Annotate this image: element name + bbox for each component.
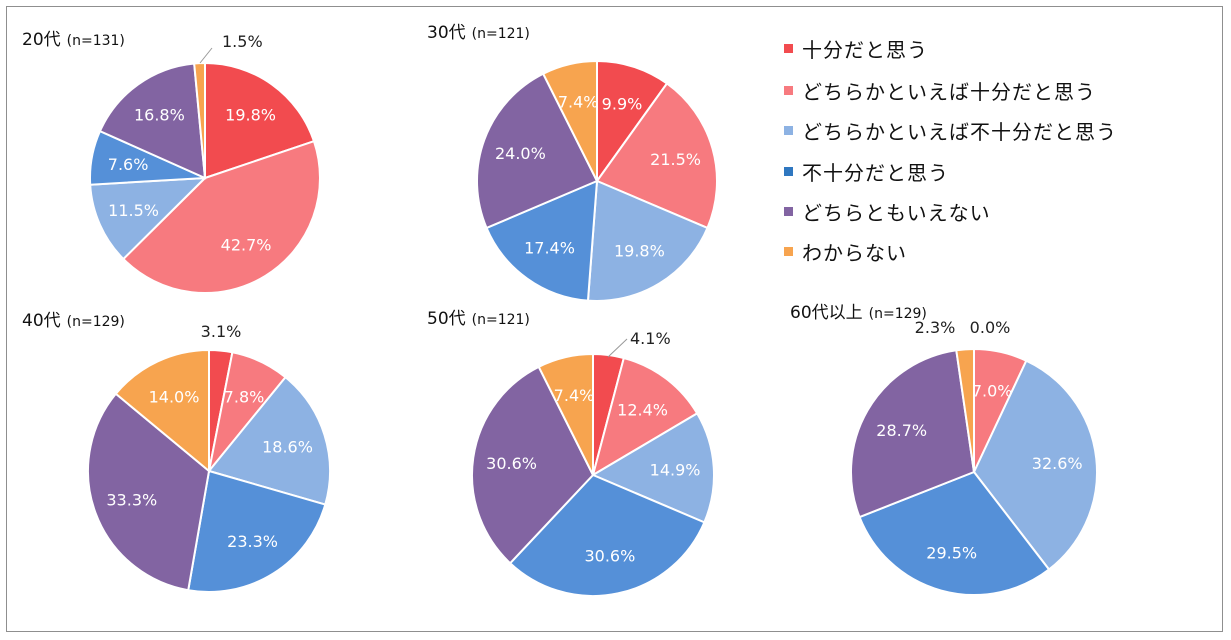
pie-data-label: 17.4% [524, 238, 575, 257]
pie-slice [207, 375, 331, 506]
pie-data-label: 32.6% [1032, 454, 1083, 473]
pie-title-20s: 20代 (n=131) [22, 30, 125, 50]
legend-item-1: 十分だと思う [784, 38, 928, 62]
pie-data-label: 9.9% [602, 94, 643, 113]
legend-label: わからない [802, 241, 907, 265]
svg-text:40代(n=129): 40代 (n=129) [22, 311, 125, 331]
legend-swatch [784, 167, 793, 176]
pie-data-label: 16.8% [134, 106, 185, 125]
pie-data-label: 7.6% [108, 155, 149, 174]
leader-line [199, 47, 213, 64]
pie-data-label: 4.1% [630, 329, 671, 348]
svg-text:20代(n=131): 20代 (n=131) [22, 30, 125, 50]
legend-item-3: どちらかといえば不十分だと思う [784, 120, 1117, 144]
leader-line [607, 338, 628, 358]
pie-data-label: 3.1% [201, 322, 242, 341]
pie-slice [87, 392, 211, 592]
pie-slice [595, 82, 718, 230]
pie-50s: 4.1% 12.4% 14.9% 30.6% 30.6% 7.4% [471, 329, 715, 597]
pie-30s: 9.9% 21.5% 19.8% 17.4% 24.0% 7.4% [476, 59, 718, 303]
pie-slice [508, 473, 706, 597]
legend-item-6: わからない [784, 241, 907, 265]
legend-label: 十分だと思う [802, 38, 928, 62]
pie-title-40s: 40代 (n=129) [22, 311, 125, 331]
pie-slice [204, 61, 316, 180]
pie-slice [98, 62, 207, 180]
pie-slice [476, 72, 599, 230]
legend-swatch [784, 126, 793, 135]
legend-label: どちらかといえば十分だと思う [802, 80, 1096, 104]
pie-data-label: 11.5% [108, 201, 159, 220]
pie-data-label: 12.4% [617, 400, 668, 419]
legend-item-5: どちらともいえない [784, 201, 991, 225]
pie-data-label: 28.7% [876, 421, 927, 440]
legend-swatch [784, 86, 793, 95]
pie-data-label: 0.0% [970, 318, 1011, 337]
pie-data-label: 2.3% [915, 318, 956, 337]
legend-item-2: どちらかといえば十分だと思う [784, 80, 1096, 104]
pie-data-label: 14.9% [650, 461, 701, 480]
pie-40s: 3.1% 7.8% 18.6% 23.3% 33.3% 14.0% [87, 322, 331, 593]
pie-data-label: 19.8% [225, 106, 276, 125]
legend-swatch [784, 247, 793, 256]
pie-slice [972, 359, 1098, 571]
pie-title-50s: 50代 (n=121) [427, 309, 530, 329]
pie-data-label: 18.6% [262, 438, 313, 457]
pie-slice [591, 356, 699, 478]
legend-swatch [784, 207, 793, 216]
svg-text:30代(n=121): 30代 (n=121) [427, 23, 530, 43]
pie-data-label: 29.5% [926, 544, 977, 563]
pie-data-label: 1.5% [222, 32, 263, 51]
pie-slice [485, 179, 599, 302]
legend-item-4: 不十分だと思う [784, 161, 949, 185]
pie-data-label: 7.0% [972, 381, 1013, 400]
pie-data-label: 42.7% [221, 236, 272, 255]
pie-data-label: 30.6% [486, 454, 537, 473]
pie-slice [858, 470, 1051, 596]
legend: 十分だと思う どちらかといえば十分だと思う どちらかといえば不十分だと思う 不十… [784, 38, 1117, 265]
pie-data-label: 30.6% [584, 547, 635, 566]
pie-data-label: 21.5% [650, 150, 701, 169]
pie-title-30s: 30代 (n=121) [427, 23, 530, 43]
pie-title-60s: 60代以上 (n=129) [790, 303, 927, 323]
pie-data-label: 24.0% [495, 144, 546, 163]
pie-slice [187, 469, 327, 593]
pie-slice [541, 59, 598, 182]
pie-slice [849, 349, 976, 519]
pie-slice [955, 347, 975, 473]
pie-data-label: 7.4% [558, 93, 599, 112]
svg-text:50代(n=121): 50代 (n=121) [427, 309, 530, 329]
legend-label: どちらかといえば不十分だと思う [802, 120, 1117, 144]
pie-data-label: 14.0% [149, 388, 200, 407]
pie-data-label: 19.8% [614, 242, 665, 261]
pie-slice [193, 61, 206, 179]
svg-text:60代以上(n=129): 60代以上 (n=129) [790, 303, 927, 323]
legend-swatch [784, 44, 793, 53]
pie-slice [121, 139, 321, 294]
pie-data-label: 33.3% [106, 491, 157, 510]
pie-slice [590, 412, 715, 524]
pie-20s: 19.8% 42.7% 11.5% 7.6% 16.8% 1.5% [89, 32, 321, 294]
pie-data-label: 23.3% [227, 532, 278, 551]
legend-label: 不十分だと思う [802, 161, 949, 185]
pie-60s: 0.0% 7.0% 32.6% 29.5% 28.7% 2.3% [849, 318, 1098, 596]
pie-data-label: 7.4% [554, 386, 595, 405]
pie-slice [89, 176, 208, 261]
legend-label: どちらともいえない [802, 201, 991, 225]
pie-slice [537, 352, 594, 476]
pie-data-label: 7.8% [224, 388, 265, 407]
pie-slice [586, 179, 709, 303]
pie-slice [114, 348, 210, 474]
pie-slice [596, 59, 669, 185]
